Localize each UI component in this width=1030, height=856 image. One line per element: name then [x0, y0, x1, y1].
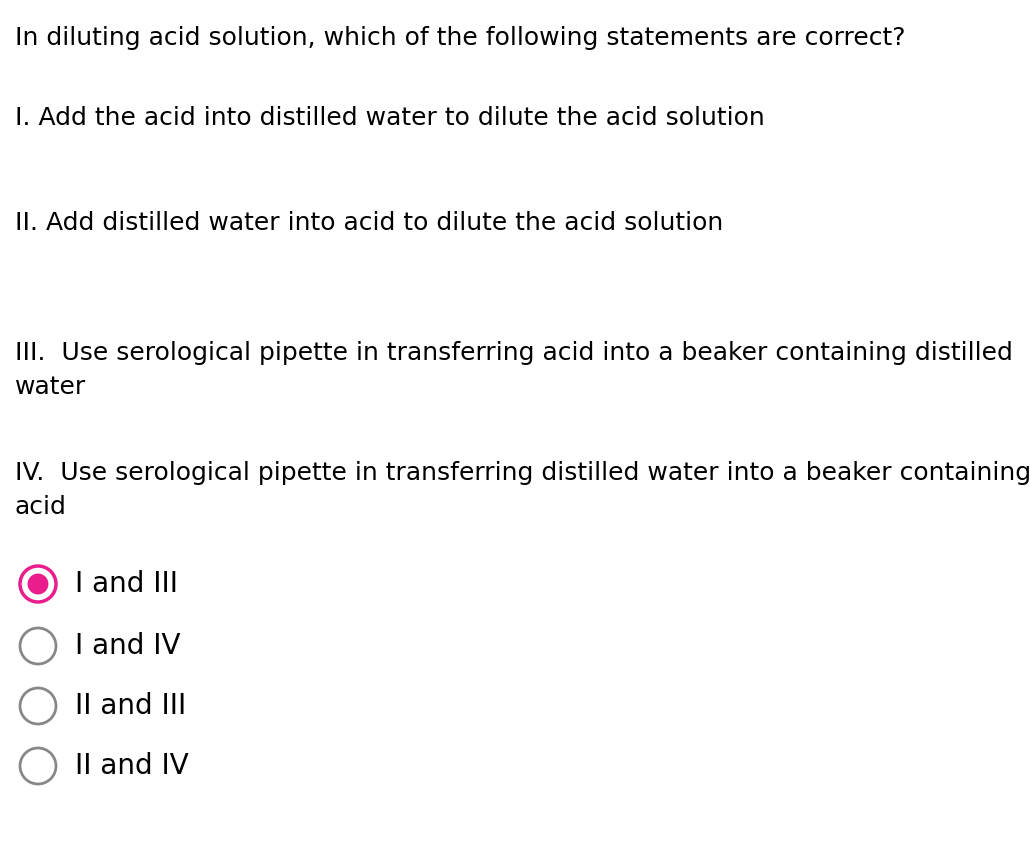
Text: IV.  Use serological pipette in transferring distilled water into a beaker conta: IV. Use serological pipette in transferr…	[15, 461, 1030, 519]
Text: In diluting acid solution, which of the following statements are correct?: In diluting acid solution, which of the …	[15, 26, 905, 50]
Text: III.  Use serological pipette in transferring acid into a beaker containing dist: III. Use serological pipette in transfer…	[15, 341, 1012, 399]
Text: I. Add the acid into distilled water to dilute the acid solution: I. Add the acid into distilled water to …	[15, 106, 764, 130]
Text: II and IV: II and IV	[75, 752, 188, 780]
Text: I and III: I and III	[75, 570, 178, 598]
Text: II. Add distilled water into acid to dilute the acid solution: II. Add distilled water into acid to dil…	[15, 211, 723, 235]
Text: II and III: II and III	[75, 692, 186, 720]
Circle shape	[28, 574, 48, 594]
Text: I and IV: I and IV	[75, 632, 180, 660]
